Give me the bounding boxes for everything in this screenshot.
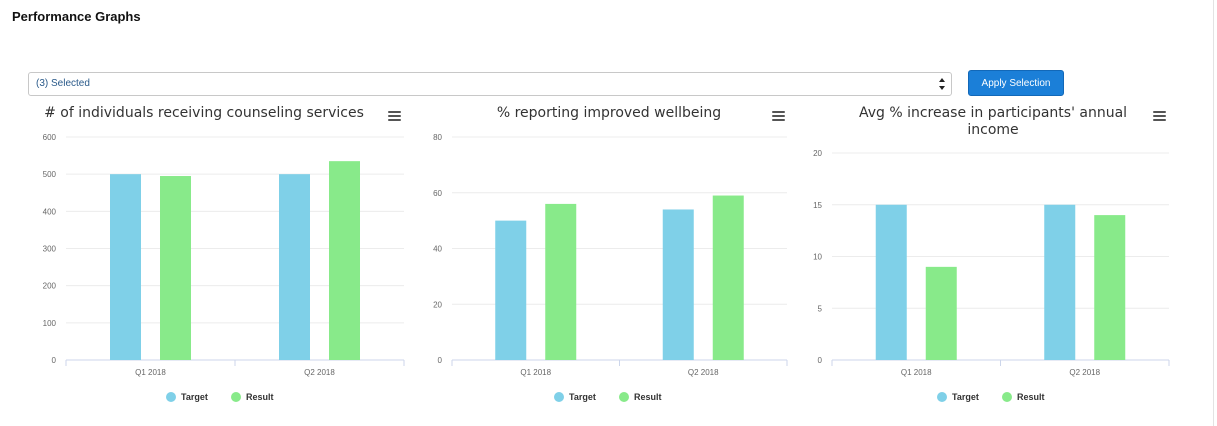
bar-target-1[interactable] bbox=[662, 209, 694, 360]
y-tick-label: 400 bbox=[43, 207, 57, 216]
y-tick-label: 60 bbox=[433, 189, 442, 198]
chart-income: Avg % increase in participants' annual in… bbox=[800, 100, 1185, 420]
select-arrows-icon bbox=[939, 78, 945, 90]
x-category-label: Q1 2018 bbox=[135, 368, 166, 377]
y-tick-label: 10 bbox=[813, 253, 822, 262]
bar-result-0[interactable] bbox=[925, 266, 957, 360]
y-tick-label: 200 bbox=[43, 282, 57, 291]
legend-marker-result[interactable] bbox=[619, 392, 629, 402]
y-tick-label: 0 bbox=[818, 356, 823, 365]
y-tick-label: 500 bbox=[43, 170, 57, 179]
chart-svg: # of individuals receiving counseling se… bbox=[43, 105, 405, 402]
panel-border bbox=[1213, 0, 1214, 426]
bar-target-0[interactable] bbox=[110, 174, 141, 360]
y-tick-label: 100 bbox=[43, 319, 57, 328]
bar-target-1[interactable] bbox=[1044, 204, 1076, 360]
y-tick-label: 5 bbox=[818, 304, 823, 313]
y-tick-label: 0 bbox=[438, 356, 443, 365]
legend-marker-target[interactable] bbox=[166, 392, 176, 402]
bar-target-1[interactable] bbox=[279, 174, 310, 360]
x-category-label: Q1 2018 bbox=[901, 368, 932, 377]
chart-wellbeing: % reporting improved wellbeing 0 20 40 60 80 Q… bbox=[415, 100, 800, 420]
apply-selection-button[interactable]: Apply Selection bbox=[968, 70, 1064, 96]
bar-result-1[interactable] bbox=[1094, 215, 1126, 360]
y-tick-label: 0 bbox=[52, 356, 57, 365]
chart-title: income bbox=[967, 122, 1018, 138]
y-tick-label: 40 bbox=[433, 245, 442, 254]
bar-result-1[interactable] bbox=[329, 161, 360, 360]
bar-target-0[interactable] bbox=[875, 204, 907, 360]
legend-marker-target[interactable] bbox=[554, 392, 564, 402]
page-title: Performance Graphs bbox=[12, 9, 141, 24]
y-tick-label: 300 bbox=[43, 245, 57, 254]
y-tick-label: 20 bbox=[813, 149, 822, 158]
bar-target-0[interactable] bbox=[495, 220, 527, 360]
legend-label-result[interactable]: Result bbox=[246, 392, 274, 402]
bar-result-0[interactable] bbox=[545, 203, 577, 360]
legend-label-result[interactable]: Result bbox=[1017, 392, 1045, 402]
x-category-label: Q2 2018 bbox=[1069, 368, 1100, 377]
bar-result-0[interactable] bbox=[160, 176, 191, 360]
bar-result-1[interactable] bbox=[712, 195, 744, 360]
y-tick-label: 15 bbox=[813, 201, 822, 210]
series-select[interactable]: (3) Selected bbox=[28, 72, 952, 96]
legend-label-target[interactable]: Target bbox=[952, 392, 979, 402]
legend-marker-result[interactable] bbox=[231, 392, 241, 402]
legend-marker-result[interactable] bbox=[1002, 392, 1012, 402]
y-tick-label: 600 bbox=[43, 133, 57, 142]
legend-label-result[interactable]: Result bbox=[634, 392, 662, 402]
x-category-label: Q1 2018 bbox=[520, 368, 551, 377]
chart-menu-icon[interactable] bbox=[387, 110, 403, 124]
x-category-label: Q2 2018 bbox=[304, 368, 335, 377]
y-tick-label: 20 bbox=[433, 300, 442, 309]
chart-menu-icon[interactable] bbox=[1152, 110, 1168, 124]
select-value: (3) Selected bbox=[36, 78, 90, 89]
x-category-label: Q2 2018 bbox=[688, 368, 719, 377]
legend-label-target[interactable]: Target bbox=[181, 392, 208, 402]
chart-title: % reporting improved wellbeing bbox=[497, 105, 721, 121]
chart-title: Avg % increase in participants' annual bbox=[859, 105, 1127, 121]
chart-svg: Avg % increase in participants' annualin… bbox=[813, 105, 1170, 402]
chart-menu-icon[interactable] bbox=[771, 110, 787, 124]
y-tick-label: 80 bbox=[433, 133, 442, 142]
chart-title: # of individuals receiving counseling se… bbox=[44, 105, 364, 121]
legend-marker-target[interactable] bbox=[937, 392, 947, 402]
legend-label-target[interactable]: Target bbox=[569, 392, 596, 402]
chart-counseling: # of individuals receiving counseling se… bbox=[28, 100, 415, 420]
chart-svg: % reporting improved wellbeing 0 20 40 60 80 Q… bbox=[433, 105, 788, 402]
